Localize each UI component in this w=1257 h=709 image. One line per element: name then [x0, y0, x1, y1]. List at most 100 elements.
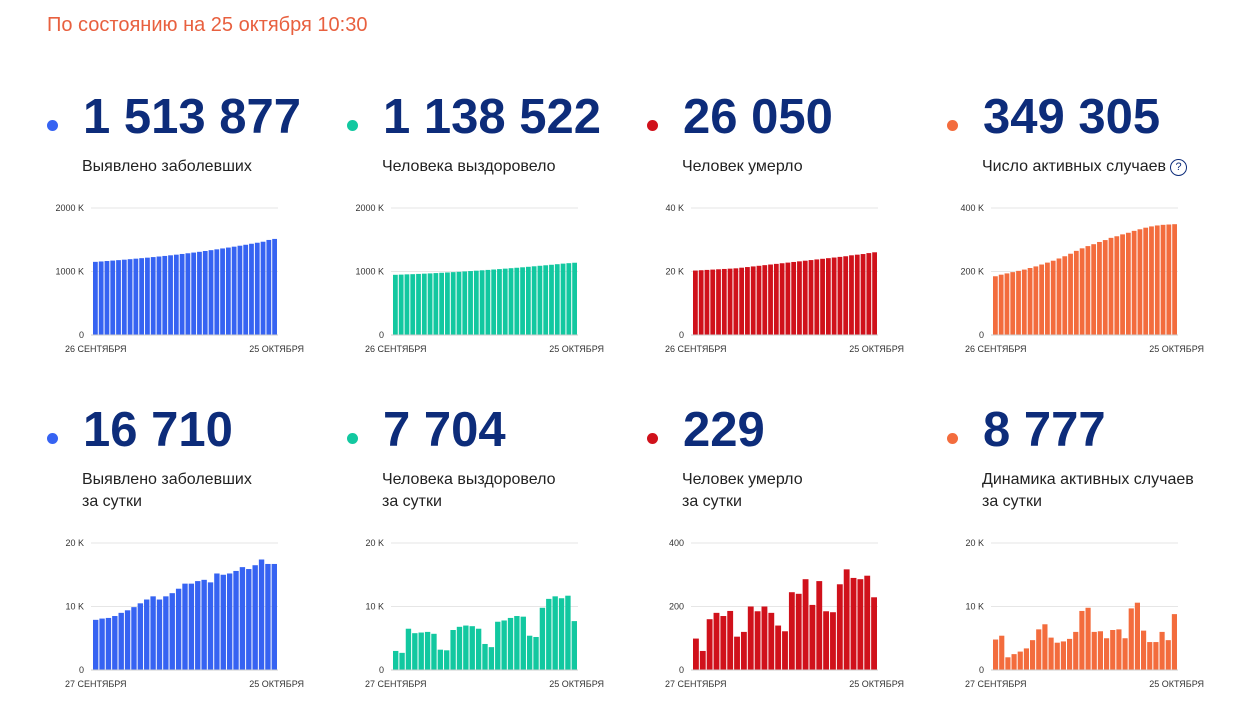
bar: [150, 257, 156, 335]
bar: [450, 629, 456, 670]
bar: [485, 269, 491, 335]
bar: [1068, 253, 1073, 335]
bar: [514, 616, 520, 670]
bar: [999, 635, 1005, 670]
bar: [501, 620, 507, 670]
bar: [456, 626, 463, 670]
stat-card: 7 704 Человека выздоровело за сутки 20 K 10 …: [347, 405, 604, 705]
bar-chart: 2000 K 1000 K 0 26 СЕНТЯБРЯ 25 ОКТЯБРЯ: [55, 203, 304, 354]
x-tick-label-start: 27 СЕНТЯБРЯ: [365, 679, 427, 689]
bar: [791, 261, 797, 335]
y-tick-label: 0: [679, 665, 684, 675]
stat-label: Динамика активных случаев за сутки: [982, 469, 1194, 513]
bar: [156, 256, 162, 335]
bar: [1172, 224, 1177, 335]
bar: [254, 242, 260, 335]
bar: [1116, 629, 1122, 670]
stat-card: 349 305 Число активных случаев? 400 K 200 K…: [947, 90, 1204, 392]
y-tick-label: 20 K: [965, 538, 984, 548]
bar-chart: 400 K 200 K 0 26 СЕНТЯБРЯ 25 ОКТЯБРЯ: [960, 203, 1204, 354]
bar: [502, 268, 508, 335]
stat-label: Человека выздоровело за сутки: [382, 469, 555, 513]
x-tick-label-end: 25 ОКТЯБРЯ: [549, 679, 604, 689]
bar: [843, 569, 850, 670]
bar: [444, 650, 450, 670]
bar: [820, 258, 825, 335]
bar: [1171, 614, 1177, 670]
bar: [473, 270, 479, 335]
bar: [872, 252, 877, 335]
legend-dot-icon: [347, 120, 358, 131]
help-icon[interactable]: ?: [1170, 159, 1188, 176]
bar: [782, 631, 788, 670]
bar: [133, 258, 139, 335]
bar: [93, 619, 99, 670]
bar: [1097, 631, 1103, 670]
bar: [431, 633, 437, 670]
bar: [993, 276, 998, 335]
stat-header: 8 777: [947, 405, 1197, 455]
stat-header: 16 710: [47, 405, 297, 455]
bar: [145, 257, 150, 335]
bar-chart: 40 K 20 K 0 26 СЕНТЯБРЯ 25 ОКТЯБРЯ: [665, 203, 904, 354]
bar: [788, 592, 795, 670]
x-tick-label-end: 25 ОКТЯБРЯ: [549, 344, 604, 354]
bar: [525, 266, 531, 335]
bar: [843, 256, 849, 335]
bar: [508, 268, 514, 335]
x-tick-label-end: 25 ОКТЯБРЯ: [249, 679, 304, 689]
bar: [1137, 229, 1143, 335]
bar: [526, 635, 533, 670]
bar: [1166, 224, 1172, 335]
bar: [520, 616, 526, 670]
bar: [1110, 629, 1116, 670]
y-tick-label: 20 K: [65, 538, 84, 548]
x-tick-label-end: 25 ОКТЯБРЯ: [1149, 679, 1204, 689]
stat-label-line1: Человека выздоровело: [382, 158, 556, 175]
bar: [740, 631, 747, 670]
bar: [693, 270, 698, 335]
bar: [1108, 237, 1114, 335]
stat-label-line1: Выявлено заболевших: [82, 471, 252, 488]
bar: [427, 273, 433, 335]
bar: [546, 598, 552, 670]
x-tick-label-start: 27 СЕНТЯБРЯ: [65, 679, 127, 689]
bar: [404, 274, 410, 335]
bar: [266, 239, 272, 335]
stat-card: 1 513 877 Выявлено заболевших 2000 K 1000 K…: [47, 92, 304, 392]
bar: [1005, 657, 1011, 670]
bar: [520, 267, 525, 335]
stat-value: 8 777: [983, 403, 1106, 457]
bar: [252, 565, 258, 670]
bar: [1048, 637, 1054, 670]
stat-value: 349 305: [983, 90, 1161, 144]
bar: [112, 616, 118, 670]
bar: [706, 619, 713, 670]
bar: [225, 247, 231, 335]
bar: [1023, 648, 1029, 670]
bar: [488, 647, 495, 670]
bar: [1097, 241, 1102, 335]
bar: [558, 598, 565, 670]
bar: [182, 583, 188, 670]
y-tick-label: 0: [679, 330, 684, 340]
stat-label-line1: Человека выздоровело: [382, 471, 556, 488]
bar: [1039, 264, 1045, 335]
y-tick-label: 1000 K: [55, 267, 84, 277]
stat-label-line1: Число активных случаев: [982, 158, 1167, 175]
bar: [768, 612, 775, 670]
bar: [405, 628, 412, 670]
bar: [175, 588, 182, 670]
bar: [214, 249, 220, 335]
bar: [1131, 230, 1137, 335]
stat-card: 8 777 Динамика активных случаев за сутки 20…: [947, 405, 1204, 705]
bar: [808, 260, 814, 335]
x-tick-label-end: 25 ОКТЯБРЯ: [849, 679, 904, 689]
y-tick-label: 10 K: [365, 602, 384, 612]
bar: [424, 631, 431, 670]
y-tick-label: 0: [379, 665, 384, 675]
bar: [775, 625, 782, 670]
x-tick-label-start: 27 СЕНТЯБРЯ: [665, 679, 727, 689]
y-tick-label: 200 K: [960, 267, 984, 277]
y-tick-label: 2000 K: [55, 203, 84, 213]
